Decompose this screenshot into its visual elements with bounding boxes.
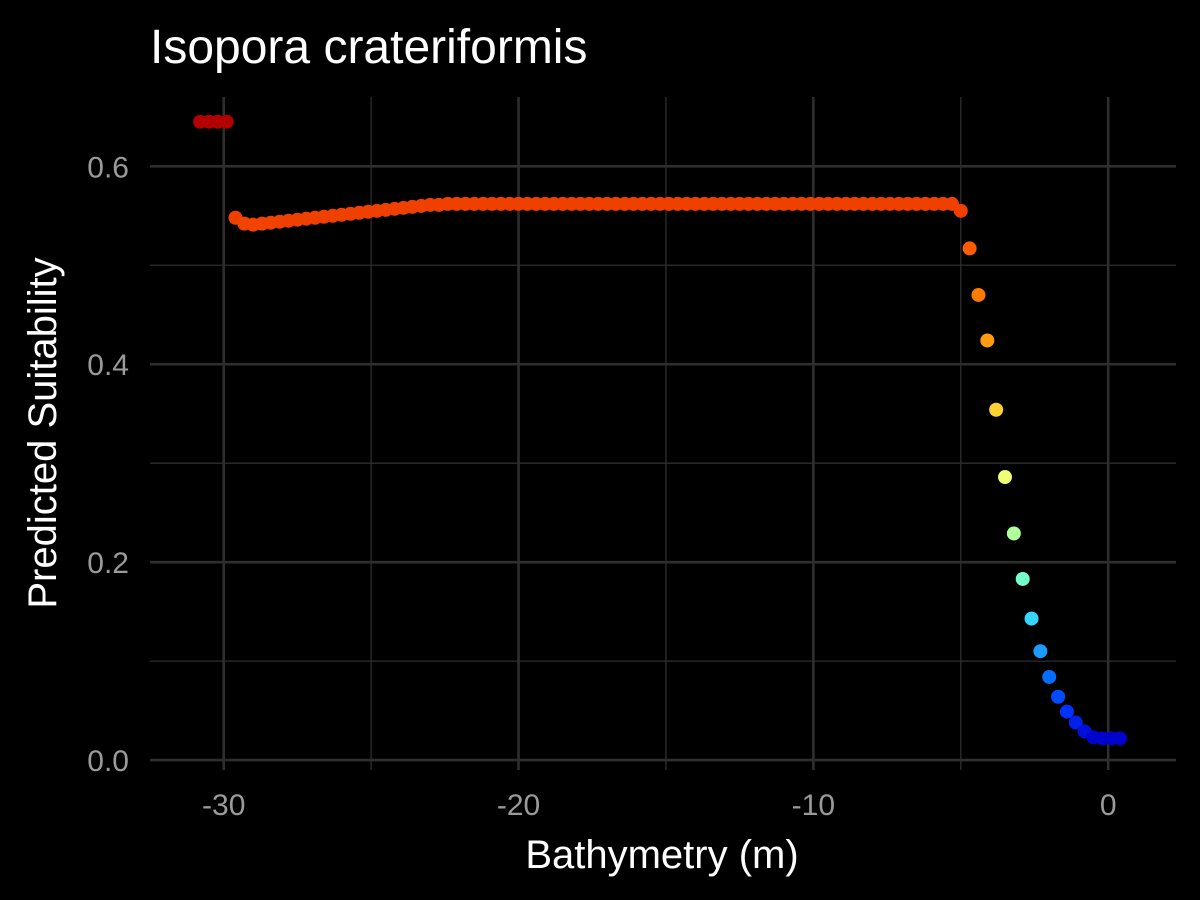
x-tick-label: -10	[792, 789, 835, 822]
data-point	[1042, 669, 1057, 684]
data-point	[1006, 526, 1021, 541]
data-point	[1033, 644, 1048, 659]
data-point	[1051, 689, 1066, 704]
data-point	[953, 203, 968, 218]
x-axis-tick-labels: -30 -20 -10 0	[202, 789, 1117, 822]
data-points	[193, 114, 1127, 746]
data-point	[1015, 571, 1030, 586]
x-tick-label: 0	[1100, 789, 1117, 822]
y-tick-label: 0.2	[87, 547, 129, 580]
y-tick-label: 0.0	[87, 745, 129, 778]
data-point	[219, 114, 234, 129]
x-tick-label: -20	[497, 789, 540, 822]
data-point	[1024, 611, 1039, 626]
data-point	[962, 241, 977, 256]
x-tick-label: -30	[202, 789, 245, 822]
y-axis-tick-labels: 0.0 0.2 0.4 0.6	[87, 151, 129, 778]
chart-title: Isopora crateriformis	[150, 21, 587, 74]
data-point	[989, 402, 1004, 417]
data-point	[971, 287, 986, 302]
y-tick-label: 0.4	[87, 349, 129, 382]
data-point	[1112, 731, 1127, 746]
major-gridlines	[150, 97, 1176, 770]
x-axis-title: Bathymetry (m)	[525, 833, 798, 877]
data-point	[1059, 704, 1074, 719]
data-point	[998, 470, 1012, 485]
data-point	[980, 333, 995, 348]
y-tick-label: 0.6	[87, 151, 129, 184]
y-axis-title: Predicted Suitability	[21, 257, 65, 608]
data-point	[1068, 715, 1083, 730]
